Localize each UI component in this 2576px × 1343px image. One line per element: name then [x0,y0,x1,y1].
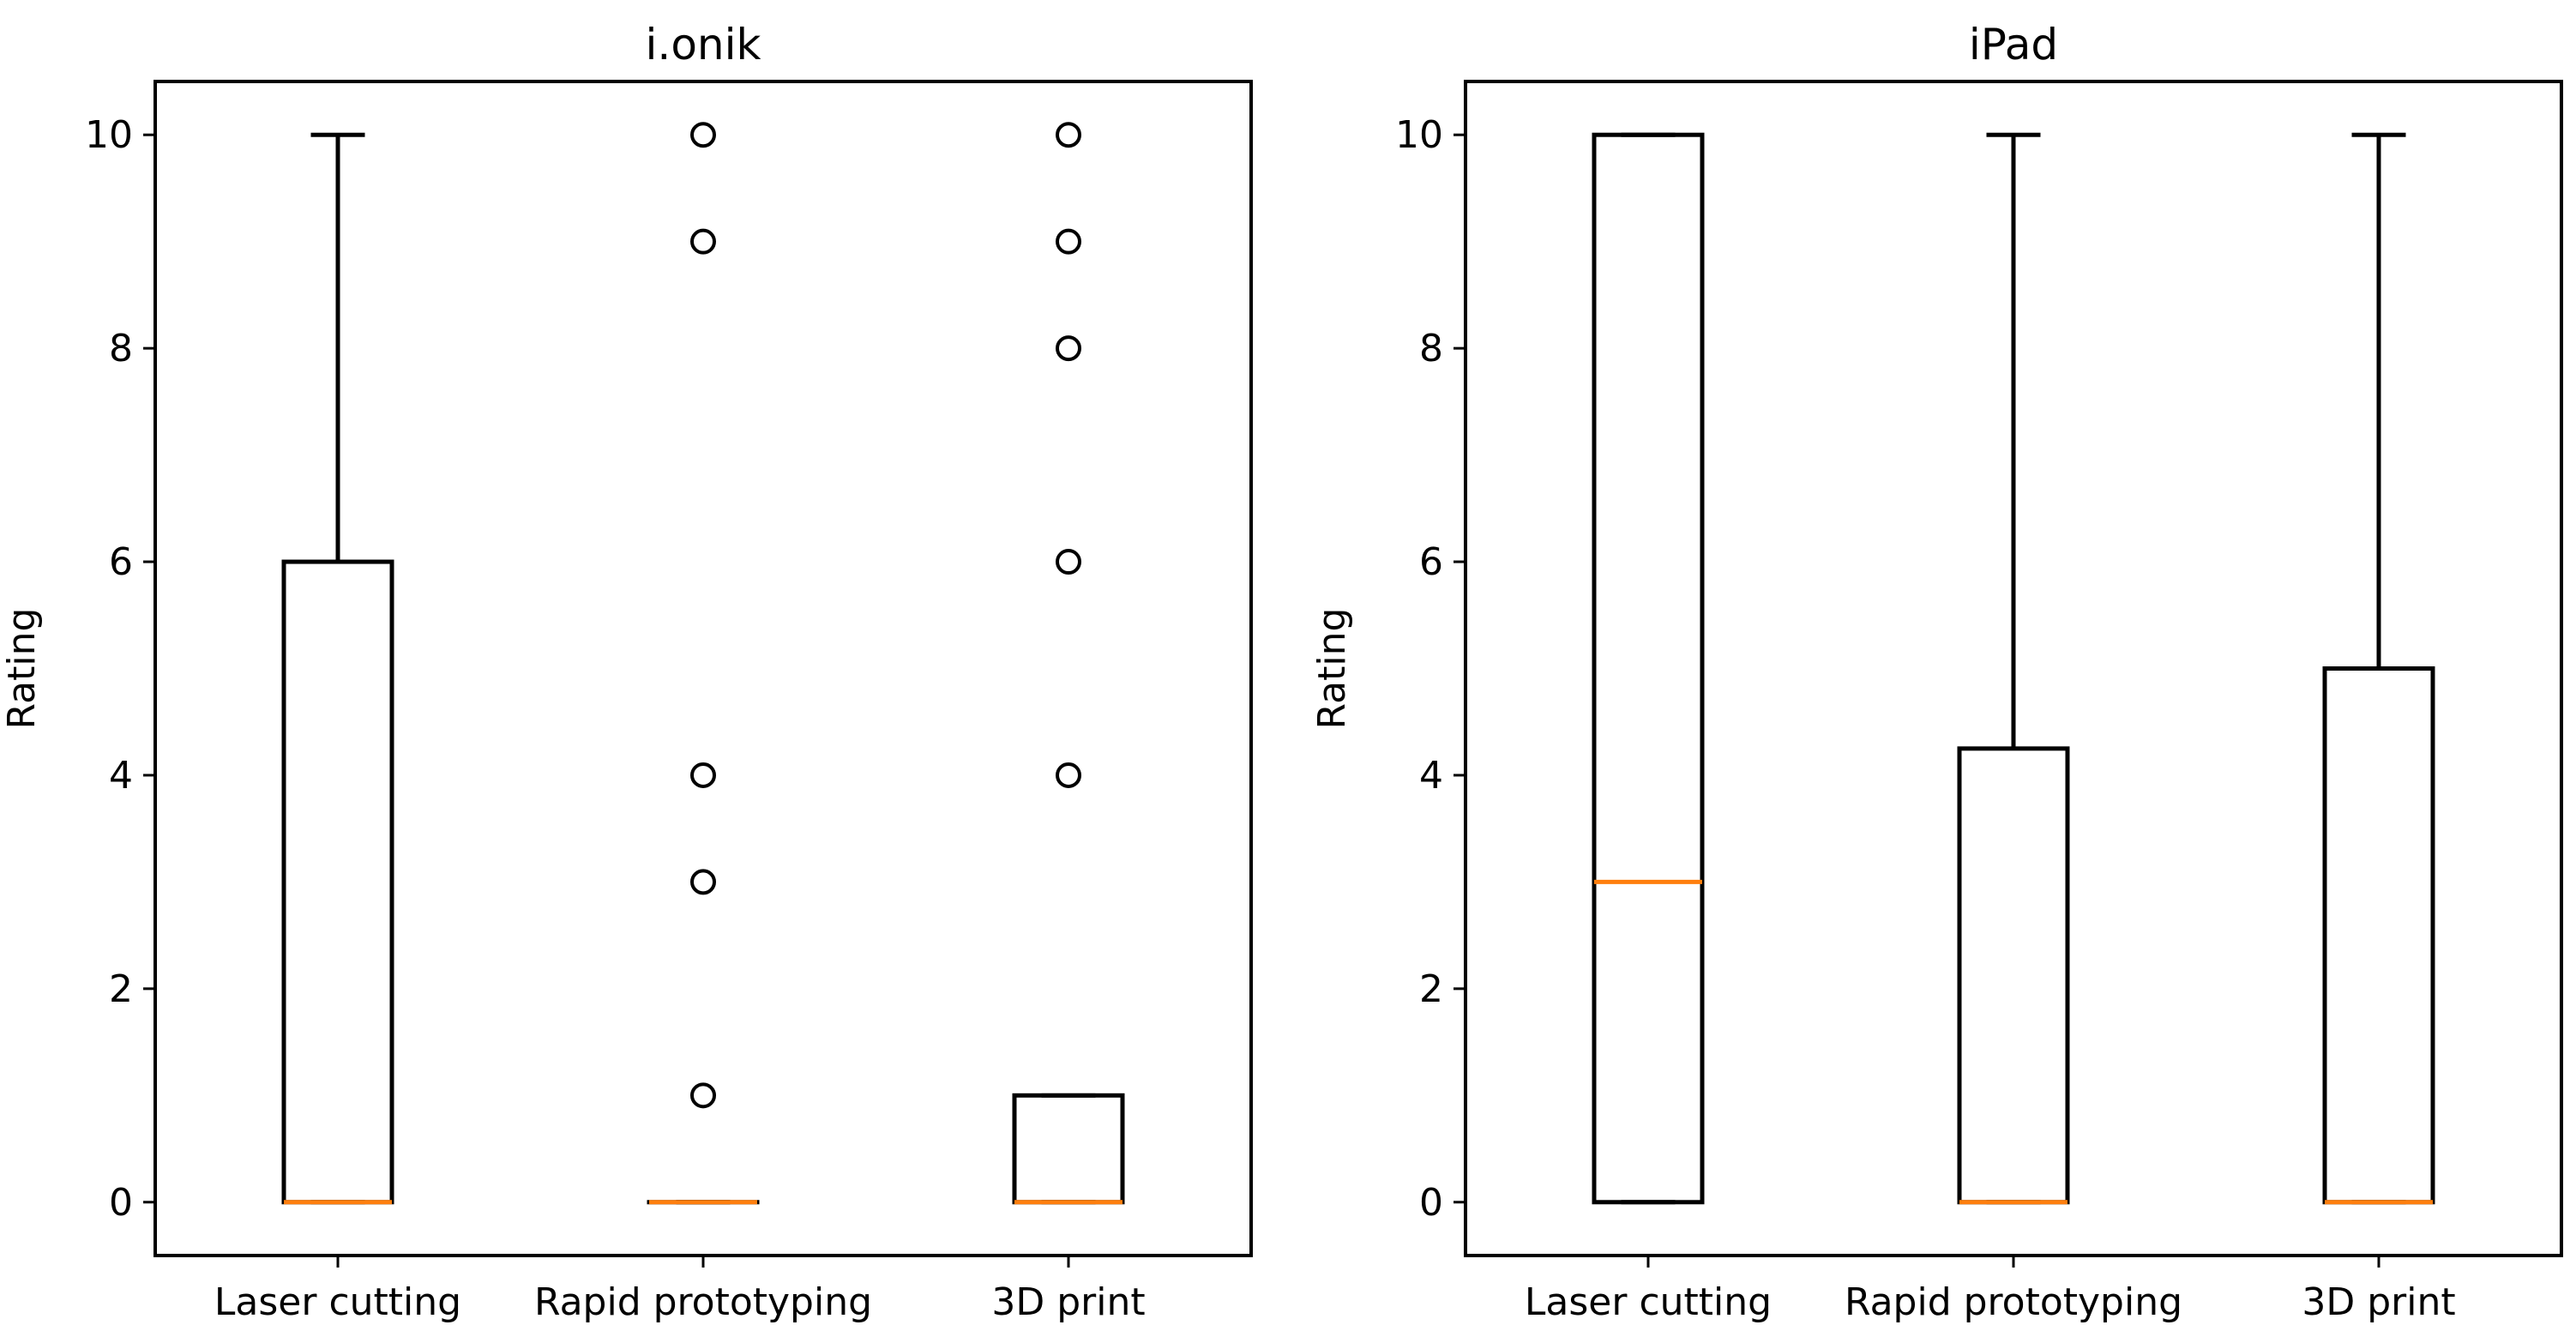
y-tick-label: 4 [1419,754,1443,798]
y-tick-label: 2 [109,967,133,1011]
y-tick-label: 6 [1419,540,1443,584]
box-group [1592,132,1705,1205]
flier-point [1056,228,1081,255]
y-tick-label: 10 [85,113,133,157]
y-tick-label: 0 [109,1181,133,1225]
y-tick-label: 8 [109,327,133,370]
flier-point [1056,549,1081,575]
box-group [281,132,394,1205]
chart-title: i.onik [646,20,761,69]
flier-point [1056,122,1081,148]
y-tick-label: 2 [1419,967,1443,1011]
x-tick-label: Rapid prototyping [1845,1280,2182,1324]
box-iqr [1957,746,2070,1205]
box-iqr [281,559,394,1205]
flier-point [1056,762,1081,788]
x-tick-label: Laser cutting [214,1280,461,1324]
flier-point [1056,335,1081,362]
x-tick-label: Rapid prototyping [534,1280,872,1324]
flier-point [690,1082,716,1109]
y-tick-label: 0 [1419,1181,1443,1225]
box-iqr [1012,1093,1125,1205]
box-group [1957,132,2070,1205]
y-tick-label: 6 [109,540,133,584]
flier-point [690,228,716,255]
box-iqr [2322,666,2435,1205]
y-axis-label: Rating [1310,608,1354,730]
box-iqr [1592,132,1705,1205]
chart-title: iPad [1969,20,2058,69]
box-group [647,122,760,1205]
box-group [1012,122,1125,1205]
x-tick-label: 3D print [2302,1280,2455,1324]
flier-point [690,122,716,148]
y-tick-label: 8 [1419,327,1443,370]
x-tick-label: 3D print [991,1280,1145,1324]
chart-panel-1: 0 2 4 6 8 10 Laser cutting Rapid prototyping 3D … [0,20,1253,1324]
box-group [2322,132,2435,1205]
flier-point [690,762,716,788]
y-tick-label: 10 [1395,113,1443,157]
y-tick-label: 4 [109,754,133,798]
x-tick-label: Laser cutting [1525,1280,1772,1324]
chart-panel-2: 0 2 4 6 8 10 Laser cutting Rapid prototyping 3D … [1310,20,2563,1324]
flier-point [690,869,716,895]
y-axis-label: Rating [0,608,44,730]
